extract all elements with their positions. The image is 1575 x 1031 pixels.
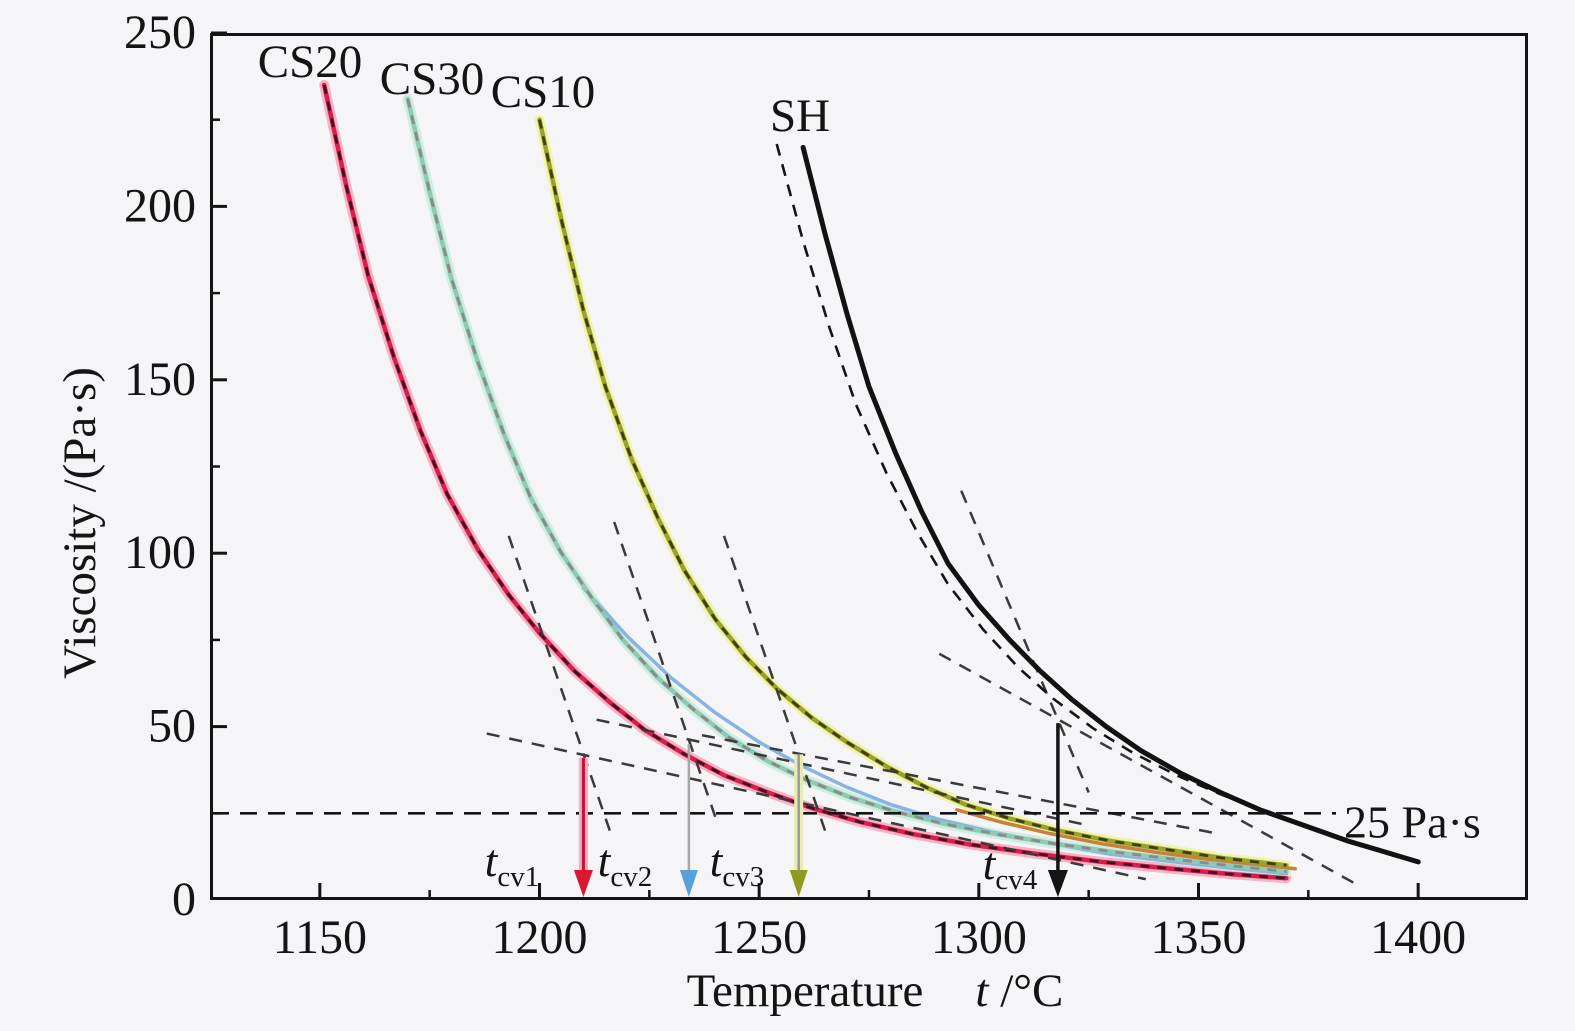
curve-cs20	[321, 82, 1289, 881]
y-tick-label-0: 0	[172, 873, 196, 926]
curve-dash-overlay-cs10	[538, 119, 1287, 867]
reference-line-label: 25 Pa·s	[1344, 796, 1481, 848]
x-axis-title-text: Temperature	[686, 965, 924, 1017]
curve-label-cs30: CS30	[379, 53, 485, 105]
arrow-head-cv2	[679, 870, 698, 897]
fit-line-cs30-fit	[581, 586, 1289, 876]
cs30-steep-tangent	[613, 521, 717, 818]
cs30-shallow-tangent	[596, 718, 1089, 827]
cs10-shallow-tangent	[701, 734, 1221, 836]
y-tick-label-250: 250	[124, 6, 196, 59]
x-tick-label-1300: 1300	[931, 911, 1027, 964]
cs20-shallow-tangent	[486, 732, 1147, 881]
curve-glow-cs20	[319, 80, 1292, 884]
x-tick-label-1250: 1250	[711, 911, 807, 964]
curve-label-cs10: CS10	[490, 66, 596, 118]
y-tick-label-150: 150	[124, 353, 196, 406]
y-tick-label-100: 100	[124, 526, 196, 579]
x-axis-unit: /°C	[988, 965, 1064, 1017]
arrow-head-cv1	[573, 870, 593, 897]
tcv-label-cv1: tcv1	[484, 836, 540, 893]
cs10-steep-tangent	[722, 535, 827, 832]
x-tick-label-1200: 1200	[492, 911, 588, 964]
tcv-label-cv2: tcv2	[597, 836, 653, 893]
x-tick-label-1400: 1400	[1370, 911, 1466, 964]
tcv-label-cv4: tcv4	[982, 839, 1038, 896]
tcv-label-cv3: tcv3	[709, 836, 765, 893]
x-tick-label-1150: 1150	[273, 911, 367, 964]
x-tick-label-1350: 1350	[1151, 911, 1247, 964]
curve-dash-overlay-cs20	[322, 84, 1287, 880]
curve-sh	[800, 144, 1421, 865]
cs20-steep-tangent	[507, 535, 611, 832]
plot-frame	[210, 33, 1528, 900]
sh-shallow-tangent	[938, 652, 1362, 888]
y-tick-label-200: 200	[124, 179, 196, 232]
y-axis-title: Viscosity /(Pa·s)	[54, 367, 106, 679]
fit-line-cs10-fit	[955, 808, 1297, 871]
arrow-head-cv4	[1047, 870, 1068, 897]
curve-label-sh: SH	[769, 90, 831, 142]
x-axis-variable: t	[975, 965, 989, 1017]
sh-steep-tangent	[960, 490, 1090, 793]
arrow-head-cv3	[789, 870, 808, 897]
y-tick-label-50: 50	[148, 700, 196, 753]
x-axis-title: Temperature t /°C	[687, 964, 1064, 1018]
curve-dash-overlay-cs30	[406, 98, 1287, 873]
curve-label-cs20: CS20	[257, 36, 363, 88]
